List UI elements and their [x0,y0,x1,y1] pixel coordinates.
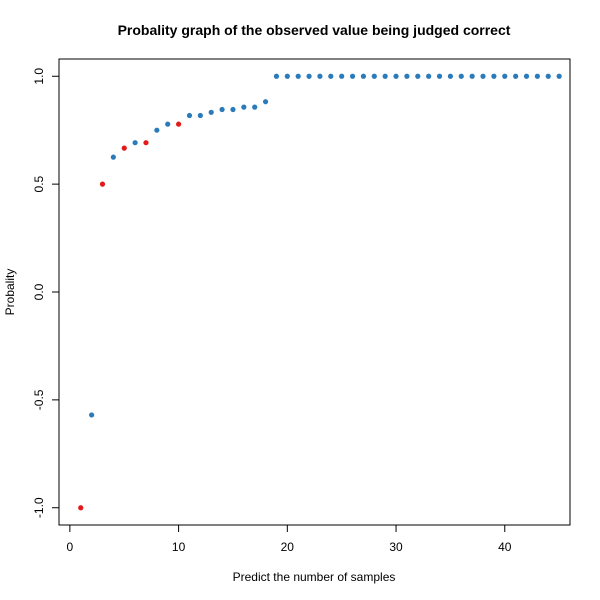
data-point [382,73,388,79]
data-point [208,109,214,115]
data-point [371,73,377,79]
data-point [154,127,160,133]
data-point [458,73,464,79]
data-point [306,73,312,79]
data-point [186,112,193,119]
data-point [436,73,443,79]
data-point [469,73,475,79]
x-axis-label: Predict the number of samples [233,570,396,584]
data-point [349,73,356,79]
data-point [295,73,301,79]
data-point [252,104,258,110]
data-point [480,73,486,79]
data-point [78,505,84,511]
data-point [393,73,399,79]
data-point [121,145,127,151]
data-point [556,73,562,79]
x-tick-label: 0 [67,540,74,554]
data-point [317,73,323,79]
x-tick-label: 10 [172,540,186,554]
x-axis: 0 10 20 30 40 [67,524,512,554]
data-point [328,73,334,79]
data-point [197,112,203,119]
y-tick-label: 1.0 [32,68,46,85]
data-point [273,73,280,79]
data-point [132,140,138,146]
data-point [523,73,530,79]
data-point [513,73,519,79]
chart-title: Probality graph of the observed value be… [118,22,511,38]
data-point [491,73,497,79]
y-tick-label: 0.5 [32,175,46,192]
y-tick-label: 0.0 [32,283,46,300]
data-point [175,121,182,127]
data-points [78,73,562,511]
data-point [534,73,540,79]
data-point [339,73,345,79]
y-tick-label: -0.5 [32,389,46,410]
data-point [230,106,236,113]
data-point [502,73,508,79]
data-point [89,412,95,418]
data-point [360,73,367,79]
y-axis: -1.0 -0.5 0.0 0.5 1.0 [32,68,60,518]
data-point [241,104,247,110]
plot-frame [58,58,571,526]
y-axis-label: Probality [3,269,17,316]
data-point [545,73,551,79]
data-point [110,154,116,160]
data-point [99,181,106,187]
data-point [262,99,269,105]
x-tick-label: 40 [498,540,512,554]
y-tick-label: -1.0 [32,497,46,518]
data-point [219,106,225,113]
x-tick-label: 30 [389,540,403,554]
data-point [165,121,171,127]
data-point [426,73,432,79]
data-point [404,73,410,79]
x-tick-label: 20 [281,540,295,554]
data-point [447,73,454,79]
data-point [143,140,149,146]
data-point [284,73,290,79]
data-point [415,73,421,79]
